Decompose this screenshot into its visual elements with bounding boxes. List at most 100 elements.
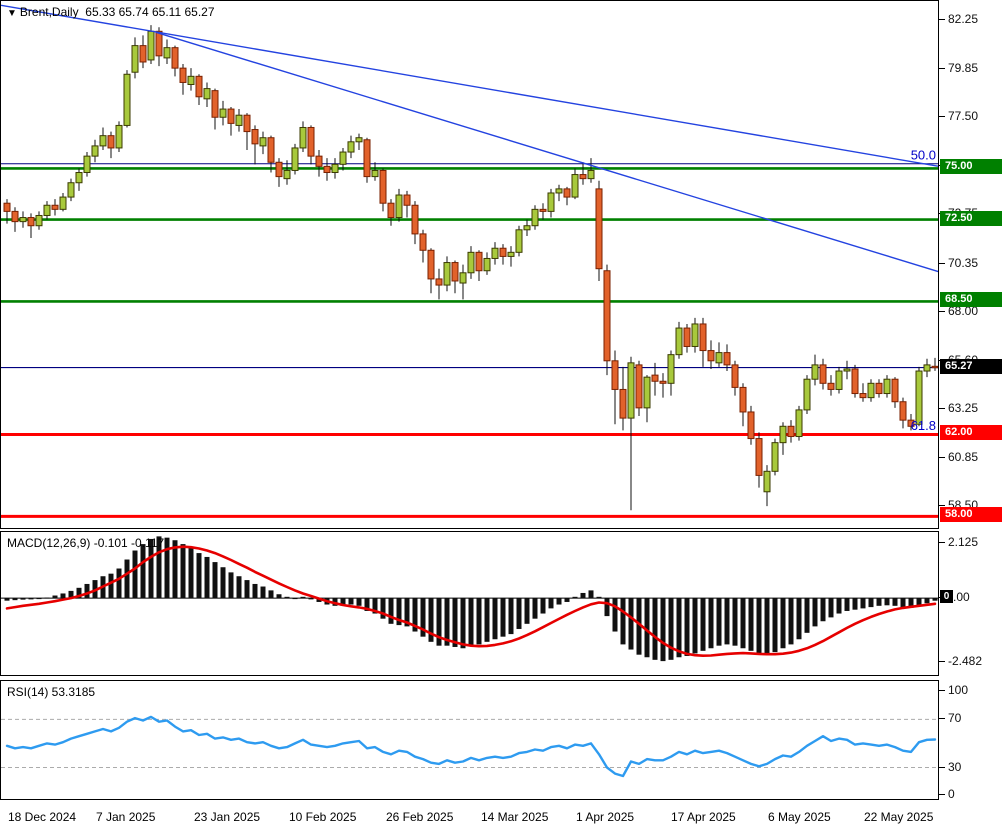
candle-body-bear [11, 210, 19, 223]
candle [707, 340, 715, 369]
candle-body-bear [251, 129, 259, 145]
candle-body-bull [283, 169, 291, 180]
candle-body-bear [731, 364, 739, 388]
candle-body-bear [651, 374, 659, 382]
macd-histogram-bar [484, 598, 490, 642]
macd-histogram-bar [636, 598, 642, 655]
candle-body-bull [395, 194, 403, 219]
macd-histogram-bar [844, 598, 850, 611]
macd-histogram-bar [900, 598, 906, 608]
candle [499, 244, 507, 265]
candle-body-bull [131, 45, 139, 73]
date-tick-label: 6 May 2025 [768, 810, 831, 824]
macd-histogram-bar [260, 586, 266, 599]
candle [627, 356, 635, 511]
candle-body-bull [835, 370, 843, 390]
macd-histogram-bar [724, 598, 730, 645]
candle-body-bull [867, 382, 875, 399]
candle-body-bear [227, 108, 235, 124]
candle [723, 344, 731, 372]
candle-body-bear [403, 194, 411, 206]
candle-body-bear [827, 382, 835, 390]
candle [371, 162, 379, 181]
candle [67, 178, 75, 202]
time-axis[interactable]: 18 Dec 2024 7 Jan 2025 23 Jan 2025 10 Feb 2… [0, 801, 1007, 830]
candle-body-bull [35, 214, 43, 227]
macd-histogram-bar [580, 592, 586, 599]
candle [259, 131, 267, 155]
candle-body-bull [371, 169, 379, 178]
candle-body-bear [747, 411, 755, 440]
macd-histogram-bar [852, 598, 858, 610]
macd-histogram-bar [836, 598, 842, 614]
date-tick-label: 18 Dec 2024 [8, 810, 77, 824]
candle [539, 203, 547, 220]
candle-body-bull [515, 229, 523, 253]
axis-tick-mark [938, 408, 945, 409]
macd-signal-line [5, 545, 937, 657]
macd-histogram-bar [692, 598, 698, 654]
candle [235, 109, 243, 132]
candle-body-bear [451, 262, 459, 282]
symbol-dropdown-icon[interactable]: ▼ [7, 8, 17, 19]
candle [331, 158, 339, 179]
macd-histogram-bar [28, 598, 34, 600]
descending-trendline[interactable] [1, 4, 938, 167]
macd-current-value-box: 0 [940, 590, 953, 603]
candle [275, 158, 283, 187]
candle [11, 207, 19, 232]
candle [563, 186, 571, 206]
candle [867, 379, 875, 402]
macd-histogram-bar [468, 598, 474, 646]
candle-body-bear [619, 388, 627, 419]
macd-histogram-bar [812, 598, 818, 627]
candle-body-bull [75, 172, 83, 184]
macd-histogram-bar [180, 544, 186, 599]
candle [675, 321, 683, 359]
candle [483, 252, 491, 275]
macd-histogram-bar [820, 598, 826, 622]
candle [43, 201, 51, 220]
candle [875, 379, 883, 398]
rsi-panel[interactable]: RSI(14) 53.3185 [0, 680, 939, 800]
price-axis[interactable]: 82.2579.8577.5075.1072.7570.3568.0065.60… [938, 0, 1007, 801]
candle [659, 373, 667, 398]
candle-body-bear [275, 161, 283, 178]
macd-histogram-bar [516, 598, 522, 629]
macd-histogram-bar [476, 598, 482, 645]
macd-histogram-bar [884, 598, 890, 606]
price-tick-label: 60.85 [948, 450, 979, 464]
level-price-label: 62.00 [940, 425, 1002, 440]
macd-histogram-bar [660, 598, 666, 662]
candlestick-chart: 50.0 61.8 [1, 4, 938, 518]
macd-histogram-bar [620, 598, 626, 645]
candle-body-bull [43, 204, 51, 216]
macd-tick-label: -2.482 [948, 654, 983, 668]
candle [243, 113, 251, 150]
macd-histogram-bar [252, 583, 258, 599]
descending-trendline[interactable] [155, 31, 938, 273]
candle [891, 377, 899, 408]
macd-panel[interactable]: MACD(12,26,9) -0.101 -0.117 [0, 531, 939, 676]
candle-body-bull [795, 409, 803, 438]
candle-body-bear [611, 360, 619, 390]
macd-histogram-bar [908, 598, 914, 608]
candle [91, 139, 99, 163]
candle [83, 152, 91, 177]
candle-body-bear [27, 217, 35, 227]
chart-title: ▼ Brent,Daily 65.33 65.74 65.11 65.27 [7, 5, 215, 19]
fib-level-label: 61.8 [911, 418, 936, 433]
candle-body-bear [387, 202, 395, 219]
candle [931, 357, 938, 371]
candle-body-bear [723, 352, 731, 366]
candle-body-bear [899, 401, 907, 421]
macd-tick-label: 2.125 [948, 535, 979, 549]
macd-histogram-bar [740, 598, 746, 649]
macd-histogram-bar [420, 598, 426, 637]
price-panel[interactable]: 50.0 61.8 ▼ Brent,Daily 65.33 65.74 65.11 … [0, 0, 939, 529]
candle [587, 158, 595, 183]
ohlc-readout: 65.33 65.74 65.11 65.27 [85, 5, 215, 19]
candle [819, 358, 827, 390]
candle [355, 133, 363, 150]
candle [915, 366, 923, 427]
